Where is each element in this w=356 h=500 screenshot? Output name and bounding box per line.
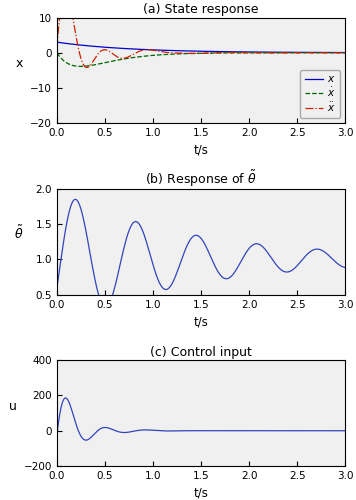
X-axis label: t/s: t/s	[194, 144, 209, 156]
Legend: $x$, $\dot{x}$, $\ddot{x}$: $x$, $\dot{x}$, $\ddot{x}$	[300, 70, 340, 118]
Title: (a) State response: (a) State response	[143, 4, 259, 16]
Y-axis label: u: u	[9, 400, 16, 413]
Y-axis label: $\tilde{\theta}$: $\tilde{\theta}$	[14, 224, 23, 242]
Y-axis label: x: x	[15, 58, 23, 70]
Title: (c) Control input: (c) Control input	[150, 346, 252, 359]
Title: (b) Response of $\tilde{\theta}$: (b) Response of $\tilde{\theta}$	[145, 168, 257, 189]
X-axis label: t/s: t/s	[194, 315, 209, 328]
X-axis label: t/s: t/s	[194, 486, 209, 500]
